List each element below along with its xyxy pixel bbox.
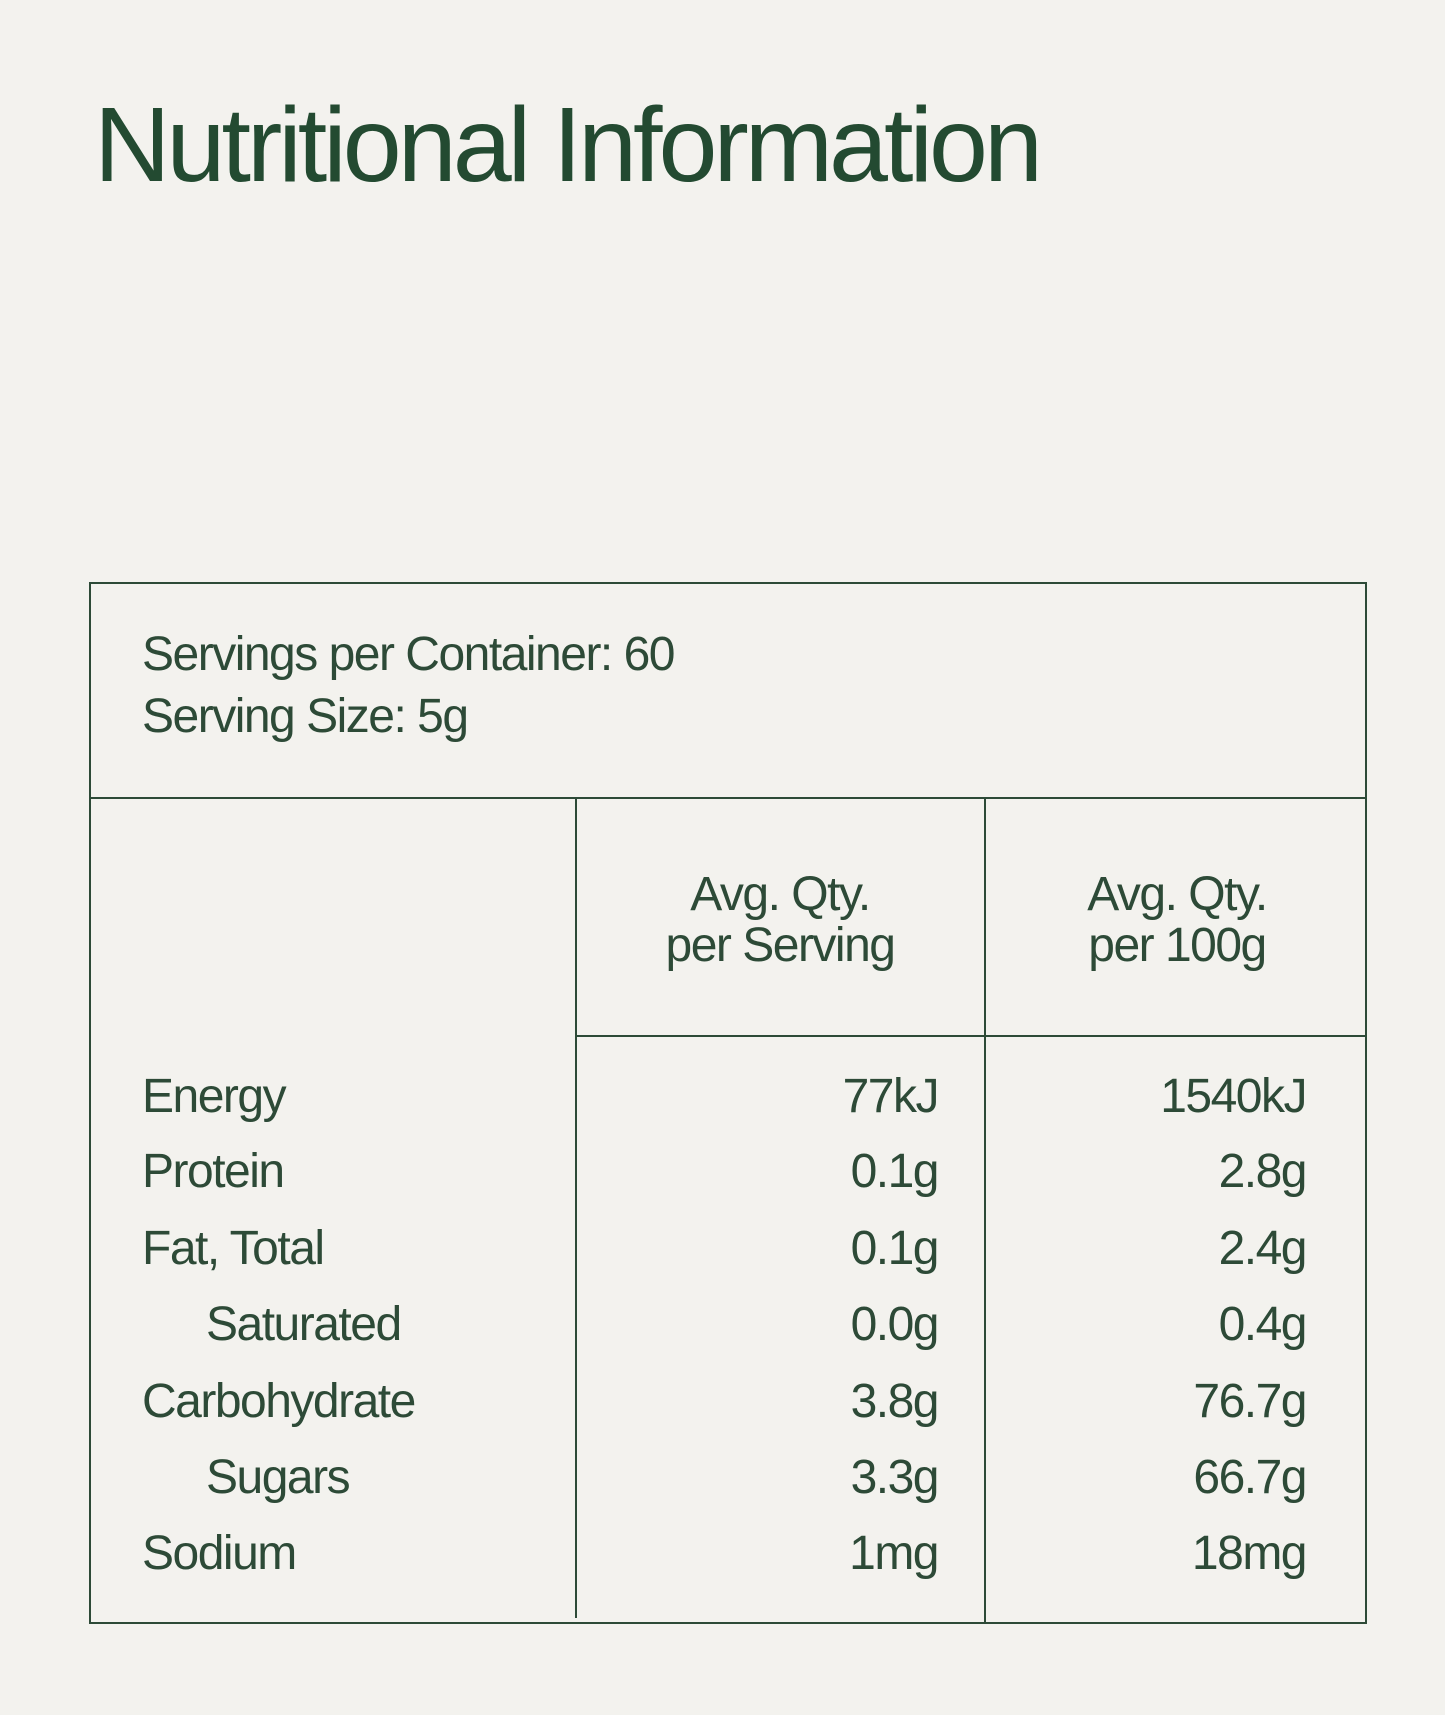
border [89,582,91,1624]
value: 77kJ [842,1070,940,1123]
value: 0.4g [1218,1298,1308,1351]
value: 0.1g [850,1222,940,1275]
nutrient: Fat, Total [142,1222,325,1275]
nutrient: Carbohydrate [142,1375,416,1428]
nutrient: Saturated [206,1298,402,1351]
servings: Servings per Container: 60 [142,628,675,681]
border [1365,582,1367,1624]
divider [575,798,577,1618]
nutrient: Sugars [206,1451,351,1504]
divider [984,798,986,1623]
nutrient: Sodium [142,1527,297,1580]
border [90,582,1367,584]
serving-size: Serving Size: 5g [142,690,469,743]
column-header: per Serving [665,919,896,972]
value: 0.0g [850,1298,940,1351]
value: 1540kJ [1160,1070,1307,1123]
title: Nutritional Information [94,86,1043,204]
column-header: Avg. Qty. [1087,868,1268,921]
value: 2.4g [1218,1222,1308,1275]
value: 18mg [1191,1527,1308,1580]
value: 0.1g [850,1145,940,1198]
value: 1mg [849,1527,939,1580]
value: 3.3g [850,1451,940,1504]
column-header: per 100g [1088,919,1267,972]
nutrient: Energy [142,1070,287,1123]
nutrient: Protein [142,1145,285,1198]
value: 66.7g [1193,1451,1307,1504]
value: 2.8g [1218,1145,1308,1198]
border [90,1622,1367,1624]
divider [90,797,1367,799]
value: 3.8g [850,1375,940,1428]
column-header: Avg. Qty. [690,868,871,921]
value: 76.7g [1193,1375,1307,1428]
divider [576,1035,1366,1037]
